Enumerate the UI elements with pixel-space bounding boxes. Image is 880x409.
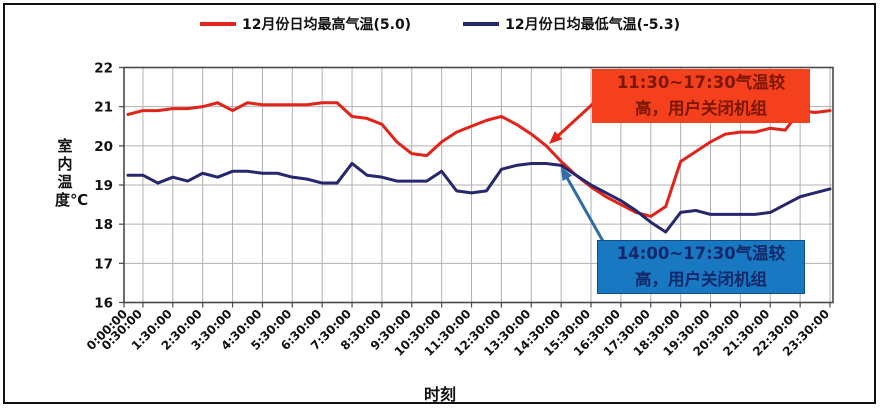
y-axis-title: 室内温度℃	[55, 137, 89, 209]
svg-text:18: 18	[94, 217, 113, 233]
svg-text:20: 20	[94, 139, 113, 155]
annotation-high-period: 11:30~17:30气温较 高，用户关闭机组	[592, 69, 810, 123]
svg-text:21: 21	[94, 100, 113, 116]
annotation-low-period: 14:00~17:30气温较 高，用户关闭机组	[597, 240, 805, 294]
max-temp-line-swatch	[200, 22, 236, 26]
min-temp-line-swatch	[463, 22, 500, 26]
legend: 12月份日均最高气温(5.0) 12月份日均最低气温(-5.3)	[0, 14, 880, 34]
svg-text:19: 19	[94, 178, 113, 194]
svg-text:17: 17	[94, 256, 113, 272]
legend-label-max-temp: 12月份日均最高气温(5.0)	[242, 17, 412, 33]
x-axis-title: 时刻	[423, 385, 456, 404]
legend-item-max-temp: 12月份日均最高气温(5.0)	[200, 14, 411, 34]
svg-text:22: 22	[94, 61, 113, 77]
legend-label-min-temp: 12月份日均最低气温(-5.3)	[505, 17, 680, 33]
legend-item-min-temp: 12月份日均最低气温(-5.3)	[463, 14, 680, 34]
svg-text:16: 16	[94, 296, 113, 312]
